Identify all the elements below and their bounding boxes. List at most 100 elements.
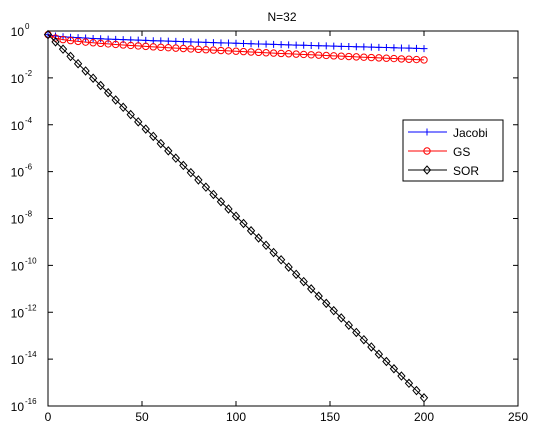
data-point-sor (58, 44, 68, 54)
data-point-gs (74, 37, 82, 46)
y-tick-label-exponent: -16 (25, 397, 37, 406)
data-point-gs (202, 46, 210, 54)
data-point-sor (51, 37, 60, 47)
data-point-sor (66, 51, 75, 62)
data-point-gs (134, 42, 142, 50)
data-point-sor (329, 305, 338, 316)
data-point-jacobi (247, 40, 255, 48)
data-point-sor (179, 160, 188, 171)
data-point-jacobi (360, 43, 368, 51)
data-point-jacobi (337, 42, 345, 50)
y-tick-label-base: 10 (11, 306, 25, 320)
data-point-sor (261, 240, 271, 251)
data-point-sor (344, 320, 353, 330)
legend-label-gs: GS (453, 145, 470, 159)
y-tick-label-exponent: -14 (25, 350, 37, 359)
data-point-gs (164, 43, 173, 52)
data-point-gs (187, 45, 195, 53)
data-point-jacobi (172, 37, 180, 45)
data-point-gs (360, 53, 368, 61)
data-point-jacobi (187, 38, 195, 46)
data-point-sor (374, 349, 384, 359)
data-point-gs (299, 50, 308, 59)
series-jacobi (44, 31, 428, 53)
y-tick-label-base: 10 (11, 166, 25, 180)
legend-label-sor: SOR (453, 164, 479, 178)
data-point-sor (322, 298, 331, 309)
data-point-gs (337, 52, 345, 60)
data-point-gs (382, 54, 391, 62)
data-point-sor (231, 211, 241, 221)
data-point-gs (284, 50, 293, 58)
series-layer (43, 29, 429, 403)
y-tick-label-exponent: -2 (25, 69, 33, 78)
data-point-sor (359, 334, 369, 345)
data-point-gs (59, 35, 67, 44)
data-point-sor (96, 80, 105, 91)
data-point-sor (352, 327, 361, 338)
data-point-sor (134, 117, 143, 127)
data-point-gs (142, 42, 150, 51)
data-point-jacobi (390, 44, 398, 52)
y-tick-label-base: 10 (11, 72, 25, 86)
data-point-sor (209, 189, 218, 200)
data-point-sor (299, 276, 308, 287)
data-point-jacobi (255, 40, 263, 48)
data-point-jacobi (285, 41, 293, 49)
data-point-gs (209, 46, 218, 54)
series-gs (44, 30, 428, 64)
data-point-sor (73, 58, 83, 69)
data-point-gs (269, 49, 278, 57)
data-point-sor (216, 196, 226, 207)
data-point-jacobi (97, 35, 105, 43)
data-point-jacobi (292, 41, 300, 49)
data-point-gs (315, 51, 323, 59)
data-point-sor (239, 218, 248, 229)
y-tick-label-exponent: -4 (25, 116, 33, 125)
data-point-jacobi (375, 43, 383, 51)
data-point-jacobi (217, 39, 225, 47)
data-point-gs (111, 40, 120, 49)
x-axis: 0 50 100 150 200 250 (45, 31, 528, 424)
data-point-gs (224, 47, 233, 55)
data-point-gs (367, 53, 376, 62)
data-point-jacobi (405, 44, 413, 52)
y-tick-label-exponent: -10 (25, 256, 37, 265)
data-point-gs (194, 45, 203, 54)
data-point-jacobi (240, 40, 248, 48)
data-point-sor (419, 393, 429, 403)
data-point-sor (337, 313, 346, 323)
data-point-gs (81, 38, 90, 46)
data-point-gs (239, 47, 248, 56)
data-point-jacobi (322, 42, 330, 50)
data-point-jacobi (164, 37, 172, 45)
data-point-gs (217, 46, 225, 55)
data-point-gs (405, 55, 413, 63)
series-line-gs (47, 34, 425, 61)
data-point-sor (367, 342, 376, 352)
data-point-sor (201, 182, 211, 192)
data-point-sor (171, 153, 181, 163)
data-point-jacobi (345, 43, 353, 51)
data-point-sor (404, 378, 414, 389)
legend-marker-jacobi (423, 128, 431, 136)
data-point-sor (164, 146, 173, 156)
data-point-jacobi (209, 39, 217, 47)
data-point-sor (156, 138, 165, 149)
x-tick-label: 200 (414, 410, 434, 424)
legend-item-jacobi: Jacobi (408, 126, 488, 140)
data-point-jacobi (179, 38, 187, 46)
series-line-sor (47, 34, 425, 399)
data-point-sor (141, 124, 150, 134)
data-point-jacobi (232, 39, 240, 47)
data-point-gs (89, 39, 97, 47)
y-tick-label-base: 10 (11, 25, 25, 39)
y-tick-label-exponent: -12 (25, 303, 37, 312)
data-point-jacobi (74, 34, 82, 42)
y-tick-label-exponent: 0 (25, 22, 30, 31)
data-point-sor (314, 291, 323, 301)
data-point-jacobi (277, 41, 285, 49)
data-point-gs (262, 49, 270, 57)
